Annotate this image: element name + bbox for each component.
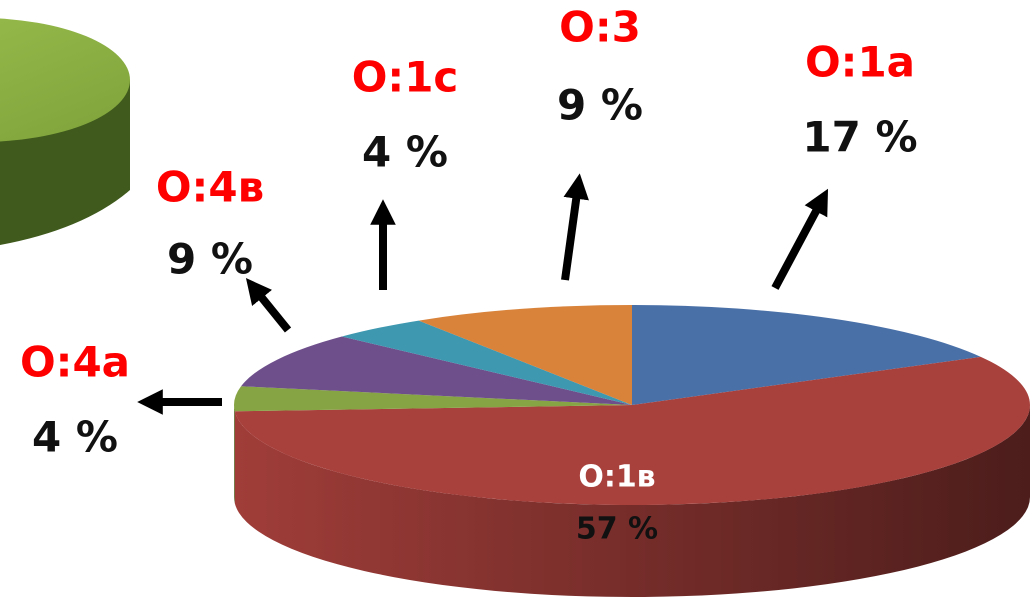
- arrow: [561, 173, 589, 281]
- slice-side: [234, 405, 1031, 598]
- slice: [418, 305, 632, 405]
- slice-label: O:1a: [805, 38, 915, 87]
- arrow: [771, 188, 829, 290]
- value-label: 9 %: [167, 235, 253, 284]
- slice: [241, 336, 632, 405]
- slice: [632, 305, 981, 405]
- slice: [234, 386, 633, 412]
- arrow: [245, 278, 292, 333]
- value-label: 17 %: [802, 113, 917, 162]
- slice-label: O:4в: [156, 163, 264, 212]
- arrows: [137, 173, 829, 415]
- slice: [341, 320, 632, 405]
- value-label: 4 %: [32, 413, 118, 462]
- slice-label: O:1c: [352, 53, 459, 102]
- slice-label: O:4a: [20, 338, 130, 387]
- value-label: 9 %: [557, 81, 643, 130]
- background-pie: [0, 18, 130, 245]
- pie: [234, 305, 1031, 598]
- slice-label: O:3: [559, 3, 641, 52]
- value-label: 4 %: [362, 128, 448, 177]
- value-label: 57 %: [576, 512, 658, 547]
- slice-label: O:1в: [578, 460, 655, 495]
- slice: [234, 356, 1031, 505]
- slice-side: [234, 405, 235, 504]
